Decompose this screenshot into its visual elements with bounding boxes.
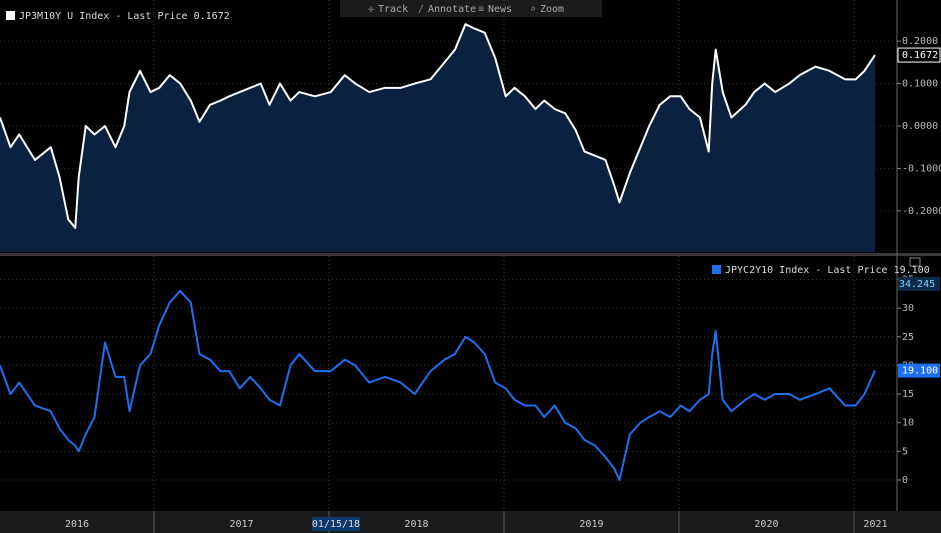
x-tick-label: 2021 — [863, 519, 887, 530]
x-tick-label: 2020 — [754, 519, 778, 530]
legend-name: JP3M10Y U Index - Last Price — [19, 11, 188, 22]
toolbar-button[interactable]: Annotate — [428, 4, 476, 15]
legend-label: JP3M10Y U Index - Last Price 0.1672 — [19, 11, 230, 22]
toolbar — [340, 0, 602, 17]
toolbar-button[interactable]: Zoom — [540, 4, 564, 15]
legend-value: 19.100 — [894, 265, 930, 276]
y-tick-label: 0 — [902, 475, 908, 486]
toolbar-icon: ∕ — [418, 4, 424, 15]
y-tick-label: 0.0000 — [902, 121, 938, 132]
max-value-tag — [898, 276, 940, 291]
toolbar-icon: ≡ — [478, 4, 484, 15]
y-tick-label: 15 — [902, 389, 914, 400]
toolbar-button[interactable]: News — [488, 4, 512, 15]
last-value-tag — [898, 363, 940, 378]
y-tick-label: -0.2000 — [902, 206, 941, 217]
legend-swatch — [6, 11, 15, 20]
x-tick-label: 2017 — [229, 519, 253, 530]
last-value-label: 0.1672 — [902, 50, 938, 61]
x-tick-label: 2018 — [404, 519, 428, 530]
last-value-label: 19.100 — [902, 366, 938, 377]
legend-name: JPYC2Y10 Index - Last Price — [725, 265, 888, 276]
last-value-tag — [897, 47, 941, 63]
x-axis-strip — [0, 511, 941, 533]
panel-toggle[interactable] — [909, 257, 921, 267]
legend-value: 0.1672 — [194, 11, 230, 22]
y-tick-label: -0.1000 — [902, 163, 941, 174]
toolbar-icon: ⌕ — [530, 4, 536, 15]
series-line — [0, 23, 876, 229]
y-tick-label: 30 — [902, 303, 914, 314]
series-line — [0, 289, 876, 481]
legend-label: JPYC2Y10 Index - Last Price 19.100 — [725, 265, 930, 276]
toolbar-button[interactable]: Track — [378, 4, 408, 15]
y-tick-label: 25 — [902, 332, 914, 343]
y-tick-label: 0.1000 — [902, 79, 938, 90]
y-tick-label: 0.2000 — [902, 36, 938, 47]
x-tick-label: 2019 — [579, 519, 603, 530]
toolbar-icon: ✛ — [368, 4, 374, 15]
panel-divider — [0, 253, 941, 256]
legend-swatch — [712, 265, 721, 274]
cursor-label-box — [312, 517, 360, 531]
y-tick-label: 10 — [902, 418, 914, 429]
max-value-label: 34.245 — [899, 279, 935, 290]
area-fill — [0, 24, 875, 252]
cursor-label: 01/15/18 — [312, 519, 360, 530]
x-tick-label: 2016 — [65, 519, 89, 530]
y-tick-label: 5 — [902, 446, 908, 457]
